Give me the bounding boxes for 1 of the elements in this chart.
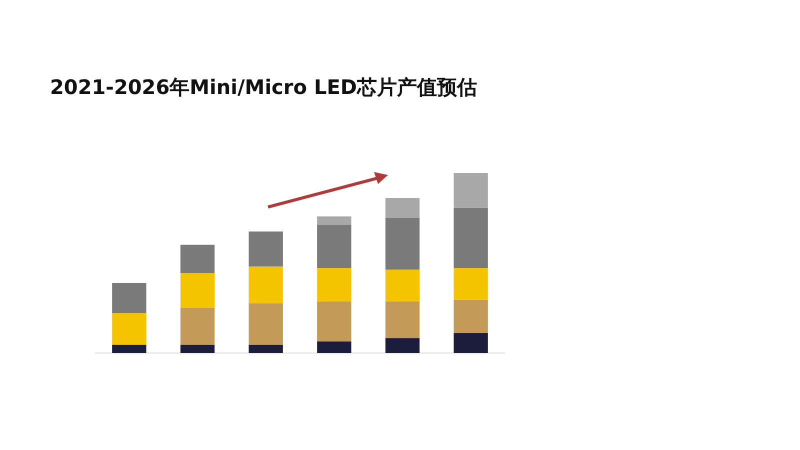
chart-title: 2021-2026年Mini/Micro LED芯片产值预估	[50, 75, 477, 99]
